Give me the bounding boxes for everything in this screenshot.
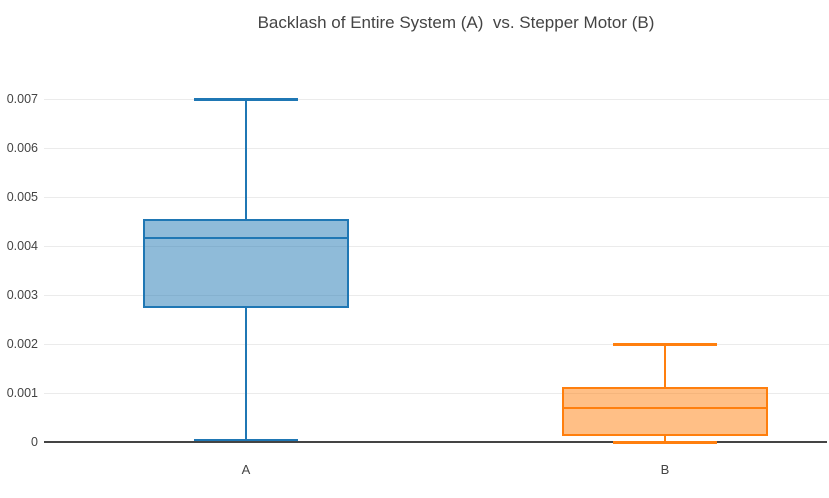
whisker-cap-min bbox=[613, 441, 717, 444]
y-gridline bbox=[44, 98, 829, 100]
y-tick-label: 0.007 bbox=[6, 92, 38, 106]
x-axis-line bbox=[44, 441, 827, 443]
y-gridline bbox=[44, 245, 829, 247]
y-gridline bbox=[44, 343, 829, 345]
whisker-lower-line bbox=[245, 308, 247, 440]
whisker-upper-line bbox=[664, 344, 666, 388]
median-line bbox=[564, 406, 766, 410]
whisker-cap-max bbox=[194, 98, 298, 101]
y-tick-label: 0 bbox=[31, 435, 38, 449]
box-A[interactable] bbox=[143, 219, 349, 309]
y-tick-label: 0.001 bbox=[6, 386, 38, 400]
y-tick-label: 0.002 bbox=[6, 337, 38, 351]
whisker-cap-min bbox=[194, 438, 298, 442]
y-gridline bbox=[44, 147, 829, 149]
whisker-cap-max bbox=[613, 343, 717, 346]
box-B[interactable] bbox=[562, 387, 768, 436]
whisker-lower-line bbox=[664, 435, 666, 442]
y-tick-label: 0.006 bbox=[6, 141, 38, 155]
whisker-upper-line bbox=[245, 99, 247, 220]
y-gridline bbox=[44, 196, 829, 198]
chart-title: Backlash of Entire System (A) vs. Steppe… bbox=[257, 13, 655, 32]
y-gridline bbox=[44, 294, 829, 296]
y-gridline bbox=[44, 392, 829, 394]
y-tick-label: 0.004 bbox=[6, 239, 38, 253]
y-tick-label: 0.003 bbox=[6, 288, 38, 302]
y-tick-label: 0.005 bbox=[6, 190, 38, 204]
median-line bbox=[145, 236, 347, 240]
x-tick-label-A: A bbox=[241, 462, 251, 477]
x-tick-label-B: B bbox=[660, 462, 670, 477]
